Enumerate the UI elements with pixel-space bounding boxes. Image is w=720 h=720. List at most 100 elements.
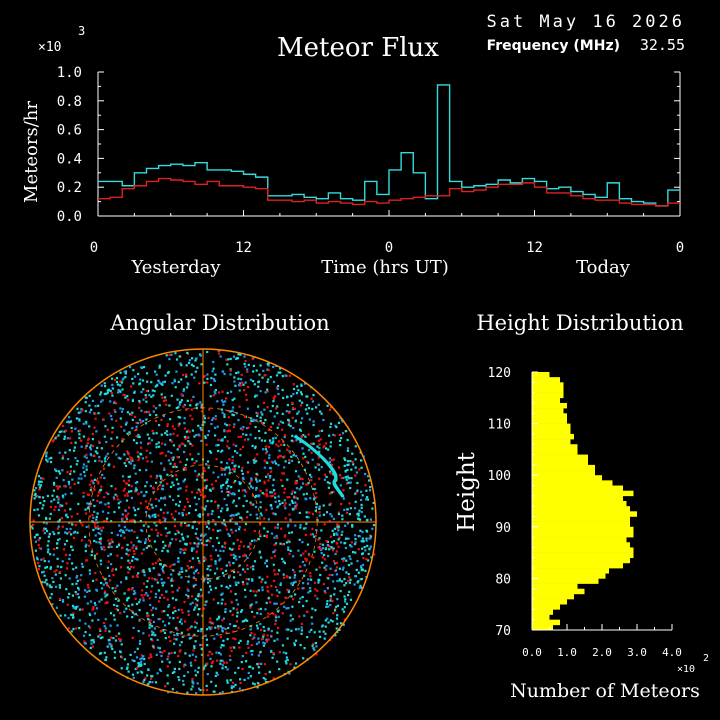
sky-point — [134, 667, 137, 671]
sky-point — [154, 681, 158, 684]
sky-point — [109, 643, 112, 646]
sky-point — [254, 477, 257, 480]
sky-point — [294, 507, 297, 510]
sky-point — [231, 398, 234, 402]
sky-point — [271, 404, 274, 408]
sky-point — [231, 409, 234, 412]
sky-point — [338, 567, 341, 570]
sky-point — [31, 527, 34, 530]
sky-point — [303, 527, 306, 530]
sky-point — [183, 427, 186, 430]
sky-point — [322, 583, 325, 586]
sky-point — [169, 541, 172, 545]
sky-point — [313, 581, 316, 584]
height-x-tick-label: 1.0 — [557, 646, 577, 659]
sky-point — [319, 635, 322, 638]
sky-point — [98, 440, 101, 443]
sky-point — [88, 425, 91, 428]
sky-point — [220, 408, 223, 411]
sky-point — [183, 403, 186, 406]
sky-point — [71, 478, 74, 481]
sky-point — [154, 407, 158, 410]
sky-point — [151, 633, 154, 636]
sky-point — [282, 543, 285, 546]
sky-grid — [29, 348, 377, 696]
sky-point — [89, 626, 92, 629]
sky-point — [337, 511, 340, 514]
sky-point — [121, 547, 124, 550]
sky-point — [259, 416, 262, 419]
sky-point — [259, 650, 262, 653]
sky-point — [253, 461, 256, 464]
sky-point — [140, 552, 143, 555]
sky-point — [199, 643, 202, 647]
sky-point — [223, 468, 226, 471]
sky-point — [115, 419, 118, 422]
sky-point — [272, 397, 276, 400]
sky-point — [306, 404, 309, 407]
sky-point — [171, 538, 174, 541]
sky-point — [250, 539, 254, 542]
sky-point — [68, 531, 71, 534]
sky-point — [78, 419, 81, 422]
sky-point — [152, 646, 155, 649]
sky-point — [350, 562, 353, 565]
sky-point — [55, 569, 58, 572]
sky-point — [128, 568, 131, 571]
sky-point — [186, 382, 189, 385]
sky-point — [354, 474, 357, 477]
sky-point — [241, 655, 244, 658]
sky-point — [179, 551, 182, 554]
sky-point — [262, 641, 265, 644]
sky-point — [251, 486, 254, 489]
sky-point — [198, 513, 201, 516]
sky-point — [348, 513, 351, 516]
sky-point — [212, 519, 215, 522]
sky-point — [161, 584, 164, 587]
sky-point — [129, 566, 132, 569]
flux-y-tick-label: 0.4 — [57, 151, 82, 167]
sky-point — [41, 581, 44, 584]
sky-point — [113, 618, 116, 621]
sky-point — [135, 602, 139, 606]
sky-point — [229, 368, 232, 371]
sky-point — [191, 634, 195, 638]
sky-point — [225, 661, 228, 664]
sky-point — [281, 472, 284, 475]
sky-point — [297, 549, 300, 552]
sky-point — [267, 615, 270, 618]
sky-point — [232, 542, 235, 545]
sky-point — [63, 435, 66, 438]
flux-x-tick-label: 0 — [90, 240, 98, 256]
sky-point — [132, 566, 135, 569]
sky-point — [135, 656, 139, 659]
sky-point — [161, 660, 164, 663]
sky-point — [34, 549, 37, 552]
sky-point — [96, 494, 99, 497]
sky-point — [252, 370, 255, 373]
sky-point — [70, 492, 73, 495]
sky-point — [276, 589, 279, 592]
sky-point — [361, 494, 364, 497]
sky-point — [208, 540, 211, 543]
sky-point — [40, 477, 43, 480]
sky-point — [253, 683, 256, 686]
sky-point — [346, 468, 349, 471]
sky-point — [192, 395, 195, 398]
height-x-tick-label: 2.0 — [592, 646, 612, 659]
sky-point — [193, 620, 196, 623]
sky-point — [50, 500, 53, 503]
sky-point — [273, 639, 276, 642]
sky-point — [112, 465, 115, 468]
sky-point — [149, 452, 152, 455]
sky-point — [52, 531, 55, 534]
sky-point — [192, 576, 195, 579]
sky-point — [327, 448, 330, 451]
sky-point — [220, 490, 223, 493]
sky-point — [101, 510, 105, 513]
sky-point — [110, 531, 113, 534]
sky-point — [263, 374, 266, 377]
sky-point — [127, 475, 130, 479]
sky-point — [155, 653, 158, 656]
